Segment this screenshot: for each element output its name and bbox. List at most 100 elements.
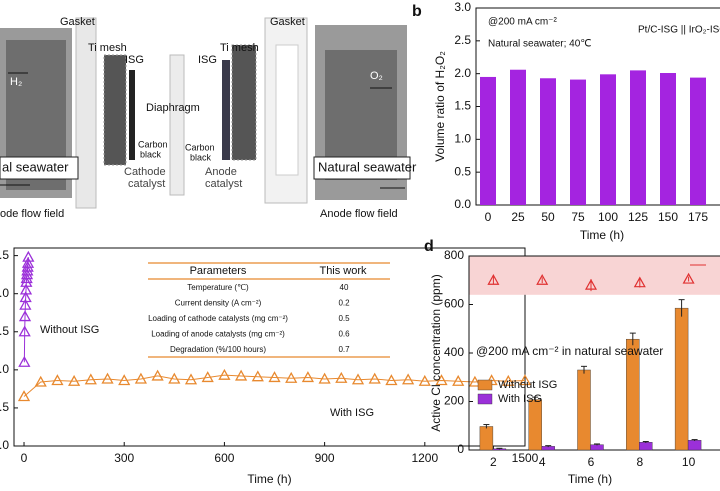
label: Gasket [60,16,95,28]
x-axis-title: Time (h) [247,472,291,486]
bar [690,77,706,205]
y-tick-label: 200 [444,394,464,408]
marker [633,276,646,288]
point [435,374,448,386]
panel-label: b [412,3,422,20]
y-tick-label: 3.0 [0,362,9,376]
left-ti-mesh [103,54,127,166]
x-tick-label: 10 [682,455,696,469]
bar [660,73,676,205]
bar [479,426,494,451]
label: Ti mesh [220,42,259,54]
y-axis-title: Active Cl concentration (ppm) [429,274,443,431]
bar [570,79,586,205]
point [452,374,465,386]
annotation: Pt/C-ISG || IrO₂-ISG [638,25,720,36]
point [468,375,482,387]
label: catalyst [205,178,242,190]
seawater-box [313,156,411,180]
point [19,291,32,303]
y-tick-label: 2.5 [454,33,471,47]
point [118,374,131,386]
y-tick-label: 600 [444,297,464,311]
table-header: This work [319,265,367,277]
point [68,374,81,386]
y-tick-label: 4.0 [0,286,9,300]
point [19,283,33,295]
bar [540,78,556,205]
x-tick-label: 900 [315,451,335,465]
x-tick-label: 600 [214,451,234,465]
bar [687,440,702,451]
x-tick-label: 175 [688,210,708,224]
x-tick-label: 2 [490,455,497,469]
point [268,371,281,383]
table-cell: 0.7 [338,345,350,354]
x-tick-label: 75 [571,210,585,224]
point [18,325,31,337]
point [251,370,264,382]
y-tick-label: 800 [444,248,464,262]
bar [590,444,604,451]
bar [577,369,591,451]
table-cell: Temperature (℃) [187,283,249,292]
point [151,369,164,381]
point [285,371,298,383]
x-tick-label: 50 [541,210,555,224]
y-tick-label: 1.5 [454,99,471,113]
label: Carbon [138,139,168,149]
panel-label: d [424,238,434,255]
point [385,374,398,386]
point [201,371,214,383]
label: ISG [125,54,144,66]
point [235,369,248,381]
table-cell: 0.2 [338,299,350,308]
legend-label: Without ISG [498,379,557,391]
point [20,268,34,280]
y-tick-label: 3.5 [0,324,9,338]
table-cell: Degradation (%/100 hours) [170,345,266,354]
marker [682,272,695,284]
y-tick-label: 2.0 [0,438,9,452]
right-ti-mesh [231,44,257,161]
point [168,372,181,384]
label: Diaphragm [146,102,200,114]
series-line [23,374,526,397]
x-tick-label: 1200 [411,451,438,465]
point [17,390,31,402]
point [502,374,515,386]
point [218,368,231,380]
bar [480,76,496,205]
legend-swatch [477,379,493,391]
y-tick-label: 4.5 [0,248,9,262]
point [184,373,198,385]
y-tick-label: 400 [444,345,464,359]
point [34,375,47,387]
x-tick-label: 25 [511,210,525,224]
point [18,355,31,367]
inset-table: Parameters This work Temperature (℃) 40 Curr… [148,262,390,358]
left-gasket [75,17,97,209]
point [84,373,97,385]
point [21,264,34,276]
bar [630,70,646,205]
table-cell: Loading of anode catalysts (mg cm⁻²) [151,330,285,339]
bar [639,442,653,451]
x-tick-label: 0 [485,210,492,224]
annotation: @200 mA cm⁻² [488,17,557,28]
right-isg [222,60,230,160]
label: Natural seawater [318,159,417,174]
y-tick-label: 2.0 [454,66,471,80]
table-cell: 40 [340,283,349,292]
x-tick-label: 0 [21,451,28,465]
point [402,373,415,385]
bar [510,69,526,205]
label: Gasket [270,16,305,28]
point [20,272,33,284]
point [368,372,381,384]
x-axis-title: Time (h) [580,228,624,242]
gasket-window [275,44,299,176]
point [21,256,35,268]
x-tick-label: 125 [628,210,648,224]
